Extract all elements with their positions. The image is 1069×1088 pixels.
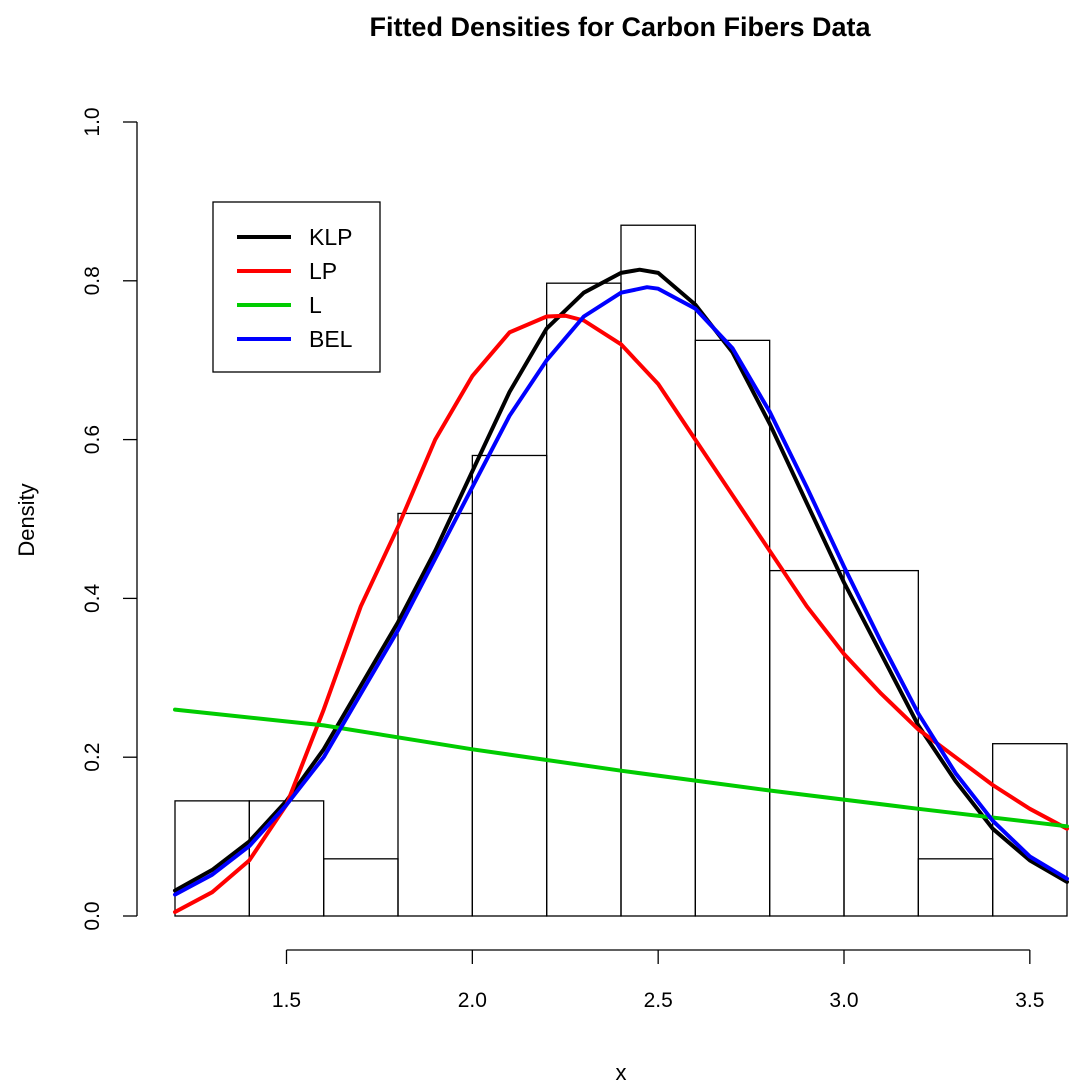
x-tick-label: 3.5 xyxy=(1015,989,1044,1012)
histogram-bar xyxy=(769,569,845,917)
histogram-bar xyxy=(546,282,622,917)
x-tick-label: 2.5 xyxy=(644,989,673,1012)
legend-label-l: L xyxy=(309,292,322,318)
y-tick-label: 0.4 xyxy=(81,583,104,613)
y-axis: 0.0 0.2 0.4 0.6 0.8 1.0 xyxy=(81,107,138,931)
histogram-bar xyxy=(694,339,771,917)
histogram-bar xyxy=(620,224,696,917)
histogram-bar xyxy=(471,454,548,917)
legend: KLP LP L BEL xyxy=(212,201,381,373)
y-tick-label: 0.0 xyxy=(81,901,104,930)
histogram-bar xyxy=(843,569,919,917)
legend-box xyxy=(212,201,381,373)
x-axis: 1.5 2.0 2.5 3.0 3.5 xyxy=(272,949,1044,1012)
histogram-bar xyxy=(323,858,399,917)
x-tick-label: 3.0 xyxy=(829,989,858,1012)
y-axis-label: Density xyxy=(14,483,39,556)
y-tick-label: 0.2 xyxy=(81,743,104,772)
x-axis-label: x xyxy=(616,1060,627,1085)
histogram-bar xyxy=(174,800,250,917)
series-line-l xyxy=(173,707,1069,829)
legend-label-klp: KLP xyxy=(309,224,352,250)
y-tick-label: 1.0 xyxy=(81,107,104,136)
series-line-lp xyxy=(173,313,1069,914)
density-curves xyxy=(173,267,1069,914)
y-tick-label: 0.8 xyxy=(81,266,104,295)
series-line-klp xyxy=(173,267,1069,893)
x-tick-label: 2.0 xyxy=(458,989,487,1012)
legend-label-bel: BEL xyxy=(309,326,353,352)
histogram-bars xyxy=(174,224,1068,917)
y-tick-label: 0.6 xyxy=(81,425,104,454)
legend-label-lp: LP xyxy=(309,258,337,284)
histogram-bar xyxy=(917,858,994,917)
chart-title: Fitted Densities for Carbon Fibers Data xyxy=(369,12,871,42)
series-line-bel xyxy=(173,285,1069,897)
histogram-bar xyxy=(397,512,473,917)
x-tick-label: 1.5 xyxy=(272,989,301,1012)
histogram-bar xyxy=(248,800,325,917)
